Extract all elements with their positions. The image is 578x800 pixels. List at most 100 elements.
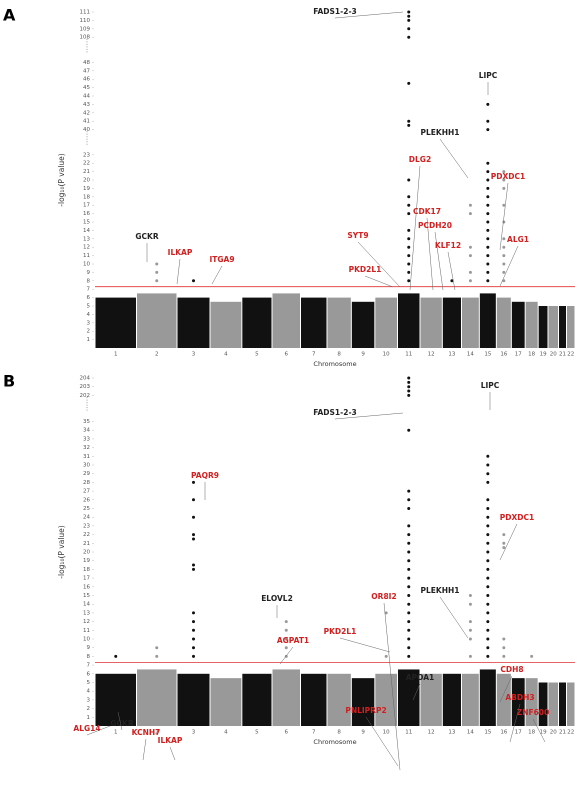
snp-point [155,646,159,650]
snp-point [192,480,195,484]
snp-point [502,186,506,190]
x-axis-label: Chromosome [313,738,356,746]
y-tick-label: 3 [87,320,91,326]
x-tick-label: 17 [515,352,522,358]
snp-point [486,507,490,510]
snp-point [407,237,411,241]
snp-point [407,585,411,589]
x-tick-label: 6 [285,730,289,736]
snp-point [384,611,388,615]
x-tick-label: 3 [192,352,196,358]
snp-point [486,195,490,199]
panel: B-log₁₀(P value)Chromosome12345678910111… [3,372,575,771]
snp-point [407,489,411,493]
snp-point [407,195,411,199]
y-tick-label: 6 [87,671,91,677]
background-band [398,669,420,726]
background-band [95,673,136,726]
leader-line [412,683,421,701]
x-tick-label: 19 [540,352,547,358]
snp-point [407,533,411,537]
background-band [327,673,351,726]
y-tick-label: 11 [83,628,90,634]
snp-point [486,245,490,249]
gene-label: ALG1 [507,235,529,244]
y-tick-label: 22 [83,532,90,538]
x-tick-label: 9 [361,730,365,736]
snp-point [468,628,472,632]
snp-point [407,270,411,274]
leader-line [509,703,521,743]
snp-point [407,550,411,554]
background-band [567,682,575,726]
snp-point [407,254,411,258]
y-tick-label: 7 [87,287,91,293]
background-band [301,673,327,726]
snp-point [468,620,472,624]
leader-line [339,637,391,653]
snp-point [486,161,490,165]
background-band [525,301,538,348]
snp-point [192,620,195,624]
x-tick-label: 3 [192,730,196,736]
snp-point [486,228,490,232]
x-tick-label: 13 [448,352,455,358]
gene-label: SYT9 [347,231,368,240]
x-tick-label: 4 [224,352,228,358]
snp-point [407,637,411,641]
snp-point [468,602,472,606]
leader-line [499,523,518,561]
y-tick-label: 8 [87,654,91,660]
snp-point [502,170,506,174]
y-tick-label: 14 [83,228,90,234]
y-tick-label: 24 [83,515,90,521]
y-tick-label: 29 [83,471,90,477]
leader-line [383,602,401,771]
background-band [462,297,479,348]
snp-point [486,170,490,174]
snp-point [486,567,490,571]
y-tick-label: 44 [83,94,90,100]
x-tick-label: 22 [567,352,574,358]
y-tick-label: 35 [83,419,90,425]
snp-point [407,541,411,545]
snp-point [407,123,411,127]
leader-line [365,716,399,767]
x-tick-label: 12 [428,730,435,736]
x-tick-label: 11 [405,730,412,736]
snp-point [502,262,506,266]
y-tick-label: 13 [83,610,90,616]
y-tick-label: 17 [83,576,90,582]
snp-point [192,646,195,650]
background-band [538,682,548,726]
y-tick-label: 2 [87,706,91,712]
snp-point [486,498,490,502]
snp-point [468,254,472,258]
snp-point [192,611,195,615]
leader-line [447,251,456,291]
background-band [375,673,397,726]
gene-label: PLEKHH1 [421,128,460,137]
background-band [548,306,558,348]
snp-point [155,279,159,283]
snp-point [486,220,490,224]
background-band [210,301,242,348]
y-tick-label: 10 [83,637,90,643]
snp-point [468,212,472,216]
snp-point [486,646,490,650]
y-tick-label: 45 [83,85,90,91]
x-tick-label: 1 [114,352,118,358]
x-tick-label: 21 [559,352,566,358]
snp-point [407,524,411,528]
leader-line [334,412,404,420]
gene-label: PCDH20 [418,221,452,230]
panel-letter: A [3,6,16,25]
background-band [559,306,566,348]
y-tick-label: 203 [80,384,91,390]
x-tick-label: 20 [550,730,557,736]
leader-line [279,646,294,665]
y-tick-label: 27 [83,489,90,495]
snp-point [486,102,490,106]
gene-label: PKD2L1 [349,265,382,274]
snp-point [155,262,159,266]
